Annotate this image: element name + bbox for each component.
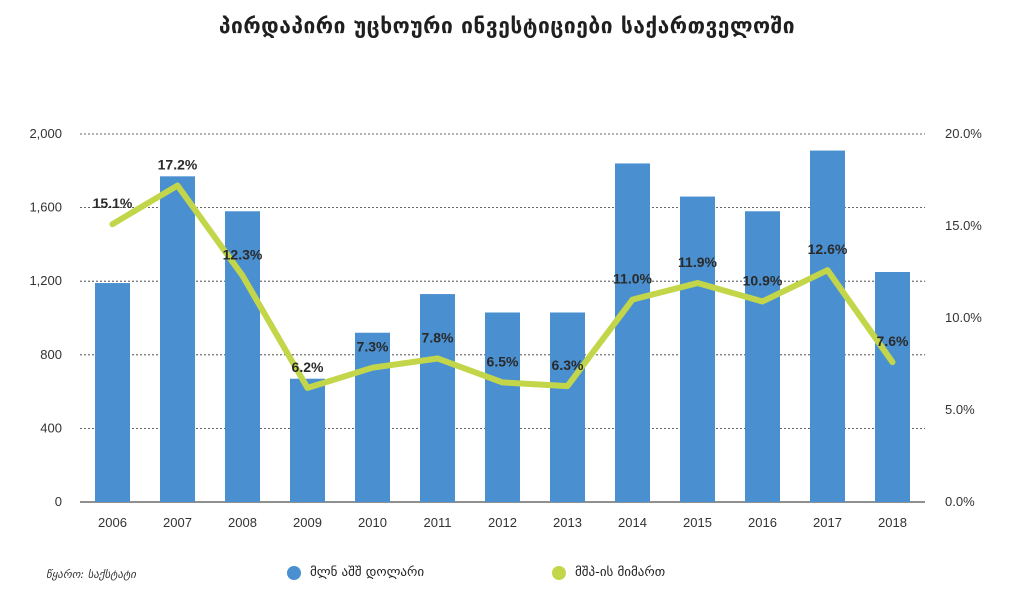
x-tick-label: 2008: [228, 515, 257, 530]
data-label: 17.2%: [158, 157, 198, 173]
source-note: წყარო: საქსტატი: [46, 568, 136, 581]
legend-swatch-line: [552, 565, 566, 580]
legend-item-line: მშპ-ის მიმართ: [552, 565, 665, 580]
x-tick-label: 2013: [553, 515, 582, 530]
bar: [355, 332, 390, 502]
bar: [550, 312, 585, 502]
y-right-tick-label: 10.0%: [945, 310, 982, 325]
x-tick-label: 2007: [163, 515, 192, 530]
data-label: 15.1%: [93, 195, 133, 211]
legend-swatch-bars: [287, 565, 301, 580]
bar: [680, 196, 715, 502]
x-tick-label: 2006: [98, 515, 127, 530]
y-left-tick-label: 400: [40, 420, 62, 435]
y-right-tick-label: 15.0%: [945, 218, 982, 233]
chart-title: პირდაპირი უცხოური ინვესტიციები საქართველ…: [218, 14, 796, 38]
data-label: 12.3%: [223, 247, 263, 263]
x-tick-label: 2018: [878, 515, 907, 530]
bar: [420, 294, 455, 502]
y-left-tick-label: 1,200: [29, 273, 62, 288]
bar: [95, 283, 130, 502]
x-tick-label: 2014: [618, 515, 647, 530]
y-left-tick-label: 0: [55, 494, 62, 509]
bar: [290, 378, 325, 502]
data-label: 7.3%: [357, 339, 389, 355]
axes: 0 400 800 1,200 1,600 2,000 0.0% 5.0% 10.0% 15.0%…: [29, 126, 982, 530]
chart-plot: 0 400 800 1,200 1,600 2,000 0.0% 5.0% 10.0% 15.0%…: [29, 126, 982, 530]
y-left-tick-label: 800: [40, 347, 62, 362]
bar: [875, 272, 910, 502]
y-right-tick-label: 5.0%: [945, 402, 975, 417]
data-label: 11.9%: [678, 254, 717, 270]
line-series: [109, 182, 896, 391]
data-label: 10.9%: [743, 272, 783, 288]
data-label: 6.3%: [552, 357, 584, 373]
bars: [95, 150, 910, 502]
bar: [160, 176, 195, 502]
bar: [810, 150, 845, 502]
data-label: 7.8%: [422, 329, 454, 345]
y-left-tick-label: 1,600: [29, 200, 62, 215]
y-right-tick-label: 0.0%: [945, 494, 975, 509]
data-label: 12.6%: [808, 241, 848, 257]
bar: [485, 312, 520, 502]
data-label: 7.6%: [877, 333, 909, 349]
data-labels: 15.1% 17.2% 12.3% 6.2% 7.3% 7.8% 6.5% 6.3% 11.0%…: [93, 157, 909, 375]
legend-item-bars: მლნ აშშ დოლარი: [287, 565, 424, 580]
data-label: 6.5%: [487, 353, 519, 369]
y-left-tick-label: 2,000: [29, 126, 62, 141]
x-tick-label: 2012: [488, 515, 517, 530]
x-tick-label: 2015: [683, 515, 712, 530]
x-tick-label: 2010: [358, 515, 387, 530]
y-right-tick-label: 20.0%: [945, 126, 982, 141]
data-label: 11.0%: [613, 271, 652, 287]
x-tick-label: 2017: [813, 515, 842, 530]
data-label: 6.2%: [292, 359, 324, 375]
legend-label-bars: მლნ აშშ დოლარი: [310, 565, 425, 580]
bar: [615, 163, 650, 502]
x-tick-label: 2016: [748, 515, 777, 530]
bar: [745, 211, 780, 502]
x-tick-label: 2011: [424, 515, 452, 530]
legend-label-line: მშპ-ის მიმართ: [575, 565, 666, 580]
line-series-path: [109, 182, 896, 391]
x-tick-label: 2009: [293, 515, 322, 530]
gridlines: [80, 133, 925, 503]
